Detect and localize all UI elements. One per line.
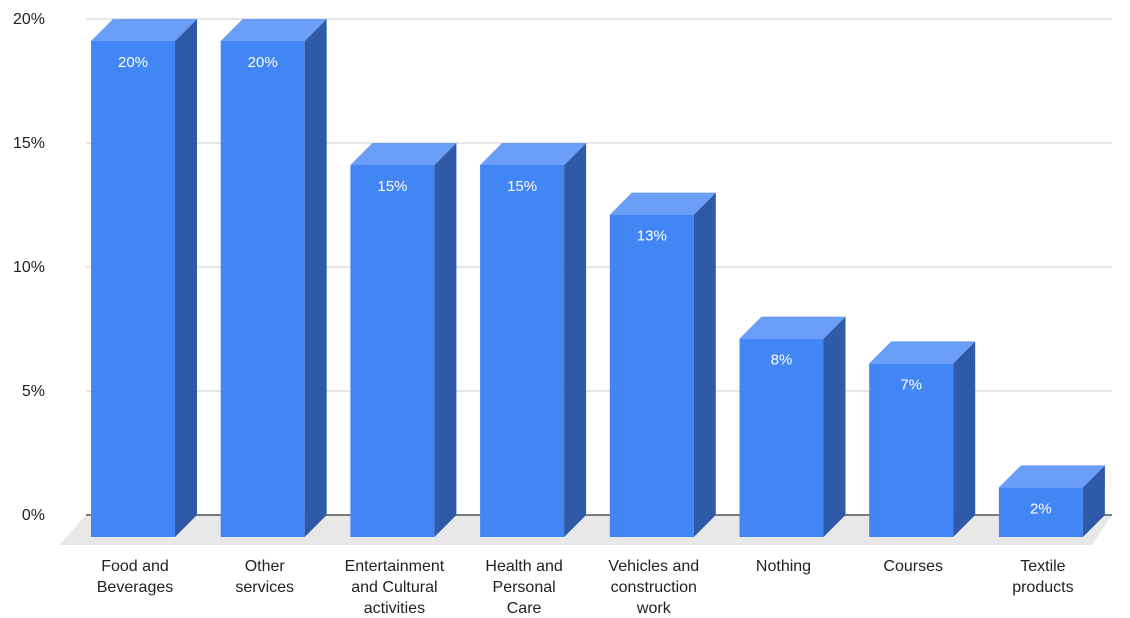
bar: 20% bbox=[220, 19, 327, 537]
bar: 13% bbox=[609, 192, 716, 537]
bar-front bbox=[350, 165, 435, 537]
bar: 2% bbox=[998, 465, 1105, 537]
bar-top bbox=[739, 316, 846, 339]
bar-top bbox=[609, 192, 716, 215]
x-axis-categories: Food and Beverages Other services Entertainm… bbox=[97, 558, 1074, 617]
bar: 8% bbox=[739, 316, 846, 537]
bar-side bbox=[564, 143, 587, 537]
category-label: Textile products bbox=[1012, 558, 1073, 596]
bar-side bbox=[434, 143, 457, 537]
chart-floor bbox=[59, 515, 1112, 545]
data-label: 2% bbox=[1030, 500, 1052, 517]
floor-plane bbox=[59, 515, 1112, 545]
y-axis-ticks: 0% 5% 10% 15% 20% bbox=[13, 11, 45, 524]
bar-top bbox=[91, 19, 197, 41]
category-label: Health and Personal Care bbox=[485, 558, 562, 617]
bar-top bbox=[350, 143, 457, 165]
category-label: Courses bbox=[883, 558, 943, 575]
category-label: Nothing bbox=[756, 558, 811, 575]
bar: 7% bbox=[869, 341, 976, 537]
data-label: 20% bbox=[118, 54, 148, 71]
bar-front bbox=[739, 338, 824, 537]
bar-top bbox=[220, 19, 327, 41]
data-label: 15% bbox=[377, 178, 407, 195]
bar-front bbox=[869, 363, 954, 537]
data-label: 13% bbox=[637, 228, 667, 245]
y-tick-label: 10% bbox=[13, 259, 45, 276]
y-tick-label: 20% bbox=[13, 11, 45, 28]
y-tick-label: 15% bbox=[13, 135, 45, 152]
bar-front bbox=[91, 41, 175, 537]
bar: 15% bbox=[480, 143, 587, 537]
bar-side bbox=[304, 19, 327, 537]
bar-front bbox=[480, 165, 565, 537]
bar-side bbox=[953, 341, 976, 537]
data-label: 20% bbox=[248, 54, 278, 71]
bar: 20% bbox=[91, 19, 197, 537]
bar-top bbox=[869, 341, 976, 364]
category-label: Vehicles and construction work bbox=[608, 558, 699, 617]
bar-top bbox=[480, 143, 587, 165]
bar-side bbox=[823, 316, 846, 537]
category-label: Entertainment and Cultural activities bbox=[345, 558, 445, 617]
bar-front bbox=[609, 214, 694, 537]
y-tick-label: 0% bbox=[22, 507, 45, 524]
y-tick-label: 5% bbox=[22, 383, 45, 400]
data-label: 15% bbox=[507, 178, 537, 195]
bar-front bbox=[220, 41, 305, 537]
bar-side bbox=[1082, 465, 1105, 537]
category-label: Food and Beverages bbox=[97, 558, 174, 596]
category-label: Other services bbox=[235, 558, 294, 596]
bar-top bbox=[998, 465, 1105, 488]
data-label: 8% bbox=[771, 352, 793, 369]
bar: 15% bbox=[350, 143, 457, 537]
bar-side bbox=[175, 19, 197, 537]
bar-front bbox=[998, 487, 1083, 537]
bars: 20% 20% 15% 15% 13% 8% 7% 2% bbox=[91, 19, 1105, 537]
data-label: 7% bbox=[900, 376, 922, 393]
bar-side bbox=[693, 192, 716, 537]
